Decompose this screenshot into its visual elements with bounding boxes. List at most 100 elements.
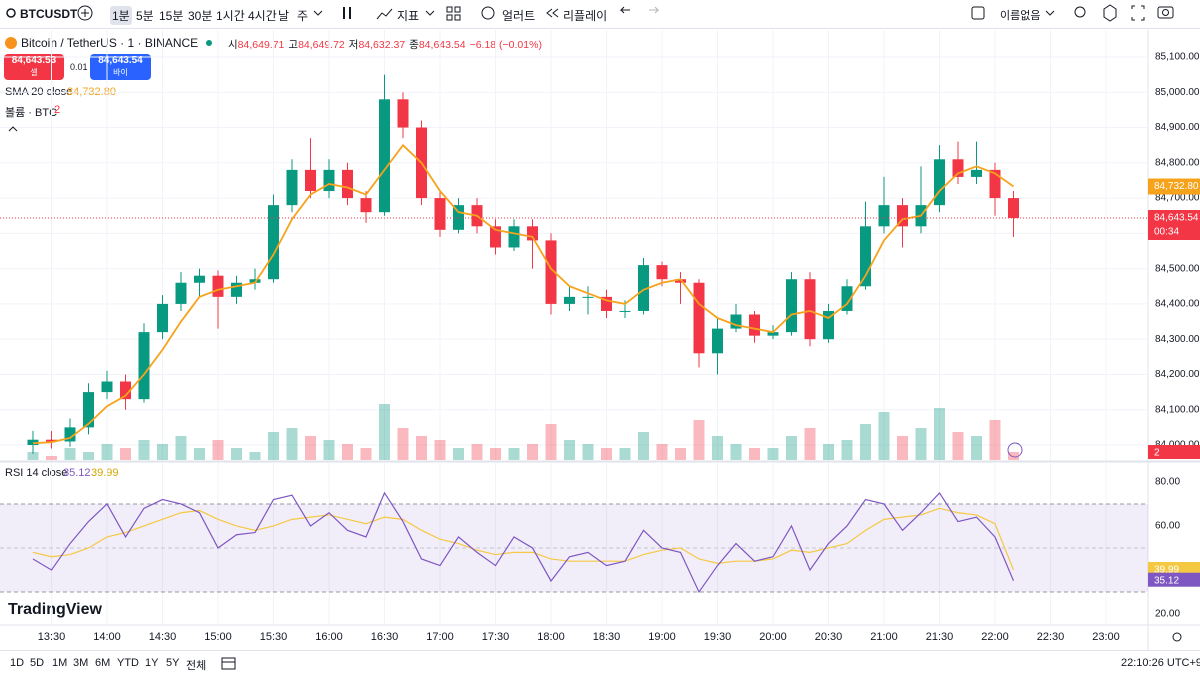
replay-icon[interactable] (546, 8, 559, 18)
x-tick-label: 15:30 (260, 631, 288, 643)
range-button[interactable]: 3M (73, 657, 89, 669)
candle-body (582, 296, 594, 298)
interval-button[interactable]: 주 (297, 9, 309, 23)
layout-name[interactable]: 이름없음 (1000, 10, 1041, 22)
candle-body (841, 286, 853, 311)
ohlc-value: 84,643.54 (418, 39, 466, 51)
interval-button[interactable]: 4시간 (248, 9, 277, 23)
date-range-icon[interactable] (220, 655, 238, 671)
volume-bar (786, 436, 797, 460)
volume-bar (878, 412, 890, 460)
candle-body (286, 169, 298, 206)
sell-button[interactable]: 84,643.53 셀 (4, 54, 64, 80)
range-button[interactable]: 1M (52, 657, 68, 669)
volume-bar (175, 436, 187, 460)
interval-button[interactable]: 5분 (136, 9, 154, 23)
x-tick-label: 22:30 (1037, 631, 1065, 643)
snapshot[interactable] (1157, 6, 1174, 19)
volume-bar (971, 436, 982, 460)
buy-button[interactable]: 84,643.54 바이 (90, 54, 151, 80)
interval-button[interactable]: 30분 (188, 9, 213, 23)
x-tick-label: 19:30 (704, 631, 732, 643)
candle-body (767, 332, 779, 336)
indicator-menu[interactable] (425, 10, 435, 16)
volume-bar (212, 440, 224, 460)
buy-price: 84,643.54 (98, 55, 143, 66)
volume-bar (46, 456, 57, 460)
candle-body (656, 265, 668, 280)
volume-bar (675, 448, 686, 460)
footer (0, 650, 1200, 685)
ohlc-label: 종 (409, 39, 419, 51)
undo[interactable] (619, 6, 630, 14)
interval-button[interactable]: 날 (278, 9, 290, 23)
alert-icon[interactable] (481, 6, 495, 20)
y-tick-label: 85,000.00 (1155, 87, 1200, 98)
add-symbol[interactable] (77, 5, 93, 21)
candle-body (693, 282, 705, 354)
volume-bar (823, 444, 834, 460)
range-button[interactable]: YTD (117, 657, 139, 669)
volume-bar (601, 448, 612, 460)
range-button[interactable]: 5D (30, 657, 45, 669)
volume-bar (934, 408, 945, 460)
snapshot-lens (1162, 9, 1169, 16)
candle-body (231, 282, 242, 297)
volume-label: 2 (1154, 448, 1160, 459)
range-button[interactable]: 5Y (166, 657, 180, 669)
rsi-box (1148, 572, 1200, 587)
flash-icon[interactable] (1007, 442, 1023, 458)
rsi-ma-box (1148, 561, 1200, 576)
search-icon[interactable] (6, 8, 16, 18)
rsi-tick-label: 20.00 (1155, 609, 1180, 620)
volume-bar (416, 436, 427, 460)
candle-body (64, 427, 76, 442)
x-tick-label: 20:30 (815, 631, 843, 643)
candle-body (564, 296, 575, 304)
toolbar (0, 0, 1200, 29)
y-tick-label: 84,200.00 (1155, 369, 1200, 380)
volume-bar (83, 452, 94, 460)
interval-button[interactable]: 1시간 (216, 9, 245, 23)
y-tick-label: 84,400.00 (1155, 299, 1200, 310)
settings[interactable] (1103, 4, 1117, 22)
redo[interactable] (649, 6, 660, 14)
layout-icon (454, 14, 461, 21)
layout-icon[interactable] (446, 6, 453, 13)
fullscreen[interactable] (1131, 5, 1145, 21)
sma-price-label: 84,732.80 (1154, 181, 1199, 192)
candle-body (860, 226, 871, 287)
y-tick-label: 84,700.00 (1155, 193, 1200, 204)
candle-body (268, 205, 279, 280)
range-button[interactable]: 1D (10, 657, 25, 669)
alert-button[interactable]: 얼러트 (502, 9, 536, 23)
replay-button[interactable]: 리플레이 (563, 9, 608, 23)
range-button[interactable]: 6M (95, 657, 111, 669)
quick-search[interactable] (1074, 6, 1086, 18)
range-button[interactable]: 1Y (145, 657, 159, 669)
layout-checkbox[interactable] (971, 6, 985, 20)
candle-body (305, 169, 316, 192)
candle-body (878, 205, 890, 227)
indicators-button[interactable]: 지표 (397, 9, 420, 23)
indicator-icon[interactable] (376, 8, 393, 20)
volume-bar (564, 440, 575, 460)
symbol[interactable]: BTCUSDT (20, 7, 78, 21)
y-tick-label: 84,500.00 (1155, 263, 1200, 274)
candle-body (138, 332, 150, 400)
candle-body (342, 169, 353, 199)
volume-bar (545, 424, 557, 460)
volume-bar (638, 432, 649, 460)
clock: 22:10:26 UTC+9 (1121, 657, 1200, 669)
chart-type[interactable] (343, 7, 351, 19)
candle-body (1008, 198, 1019, 219)
x-tick-label: 14:00 (93, 631, 121, 643)
volume-bar (434, 440, 446, 460)
interval-button[interactable]: 15분 (159, 9, 184, 23)
candle-body (989, 169, 1001, 199)
range-button[interactable]: 전체 (186, 660, 207, 672)
interval-button[interactable]: 1분 (110, 6, 132, 25)
volume-bar (342, 444, 353, 460)
layout-menu[interactable] (1045, 10, 1055, 16)
interval-menu[interactable] (313, 10, 323, 16)
